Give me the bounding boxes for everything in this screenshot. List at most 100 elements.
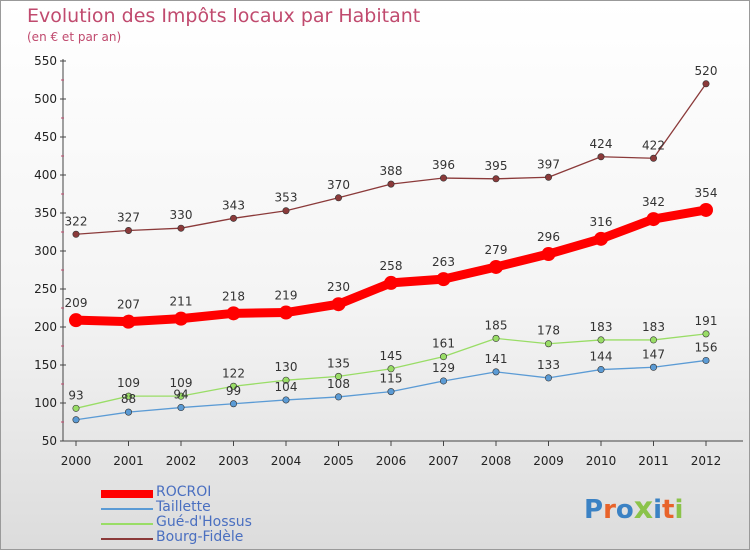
data-point (72, 404, 80, 412)
data-label: 296 (537, 230, 560, 244)
data-point (334, 372, 342, 380)
logo-letter: x (633, 491, 654, 526)
data-label: 133 (537, 358, 560, 372)
data-point (334, 393, 342, 401)
legend-label: Bourg-Fidèle (156, 529, 244, 545)
data-point (544, 374, 552, 382)
logo-letter: i (653, 495, 663, 525)
data-point (177, 392, 185, 400)
data-point (489, 259, 503, 274)
data-label: 343 (222, 198, 245, 212)
x-tick-label: 2009 (533, 454, 564, 468)
legend-swatch (101, 538, 153, 540)
data-point (492, 368, 500, 376)
chart-title: Evolution des Impôts locaux par Habitant (27, 5, 421, 27)
data-label: 88 (121, 392, 136, 406)
data-label: 104 (275, 380, 298, 394)
data-label: 219 (275, 289, 298, 303)
data-label: 263 (432, 255, 455, 269)
data-point (646, 212, 661, 227)
data-label: 94 (173, 388, 188, 402)
x-tick-label: 2001 (113, 454, 144, 468)
data-label: 93 (68, 388, 83, 402)
data-label: 353 (275, 191, 298, 205)
logo-letter: o (615, 495, 634, 525)
data-label: 115 (380, 372, 403, 386)
data-point (544, 340, 552, 348)
data-label: 422 (642, 138, 665, 152)
data-label: 109 (170, 376, 193, 390)
y-tick-label: 50 (42, 434, 57, 448)
x-tick-label: 2006 (376, 454, 407, 468)
data-point (334, 194, 342, 202)
data-label: 178 (537, 324, 560, 338)
data-point (649, 154, 657, 162)
logo-letter: r (603, 495, 616, 525)
data-point (702, 80, 710, 88)
data-label: 183 (642, 320, 665, 334)
data-point (230, 382, 238, 390)
y-tick-label: 300 (34, 244, 57, 258)
data-label: 109 (117, 376, 140, 390)
data-point (72, 230, 80, 238)
data-label: 129 (432, 361, 455, 375)
y-tick-label: 500 (34, 92, 57, 106)
data-label: 396 (432, 158, 455, 172)
data-point (230, 214, 238, 222)
legend-label: Gué-d'Hossus (156, 514, 252, 530)
x-tick-label: 2005 (323, 454, 354, 468)
x-tick-label: 2000 (61, 454, 92, 468)
data-point (226, 306, 241, 321)
y-tick-label: 550 (34, 54, 57, 68)
data-label: 108 (327, 377, 350, 391)
data-point (439, 353, 447, 361)
data-point (177, 404, 185, 412)
data-point (594, 231, 608, 246)
x-tick-label: 2002 (166, 454, 197, 468)
data-point (125, 226, 133, 234)
data-label: 209 (65, 296, 88, 310)
y-tick-label: 400 (34, 168, 57, 182)
data-point (387, 365, 395, 373)
y-tick-label: 250 (34, 282, 57, 296)
legend-swatch (101, 523, 153, 525)
data-label: 183 (590, 320, 613, 334)
data-point (387, 180, 395, 188)
data-point (279, 305, 293, 320)
data-point (387, 388, 395, 396)
logo-letter: i (674, 495, 684, 525)
data-label: 327 (117, 210, 140, 224)
data-label: 211 (170, 295, 193, 309)
data-point (541, 247, 556, 262)
data-point (649, 363, 657, 371)
data-point (72, 416, 80, 424)
data-label: 279 (485, 243, 508, 257)
data-point (174, 311, 188, 326)
data-label: 185 (485, 318, 508, 332)
data-label: 370 (327, 178, 350, 192)
data-label: 322 (65, 214, 88, 228)
data-point (544, 173, 552, 181)
data-label: 135 (327, 356, 350, 370)
y-tick-label: 150 (34, 358, 57, 372)
x-tick-label: 2010 (586, 454, 617, 468)
data-point (492, 175, 500, 183)
data-label: 141 (485, 352, 508, 366)
data-point (597, 153, 605, 161)
legend-label: ROCROI (156, 484, 212, 500)
data-point (702, 330, 710, 338)
data-point (282, 376, 290, 384)
data-label: 354 (695, 186, 718, 200)
data-point (331, 297, 346, 312)
chart-axes: 50 100 150 200 250 300 350 400 450 500 550 2000 2001… (34, 54, 743, 468)
chart-series (69, 80, 713, 424)
data-point (69, 313, 83, 328)
data-point (699, 202, 713, 217)
data-point (702, 356, 710, 364)
data-label: 520 (695, 64, 718, 78)
data-label: 316 (590, 215, 613, 229)
data-point (597, 366, 605, 374)
data-label: 147 (642, 347, 665, 361)
